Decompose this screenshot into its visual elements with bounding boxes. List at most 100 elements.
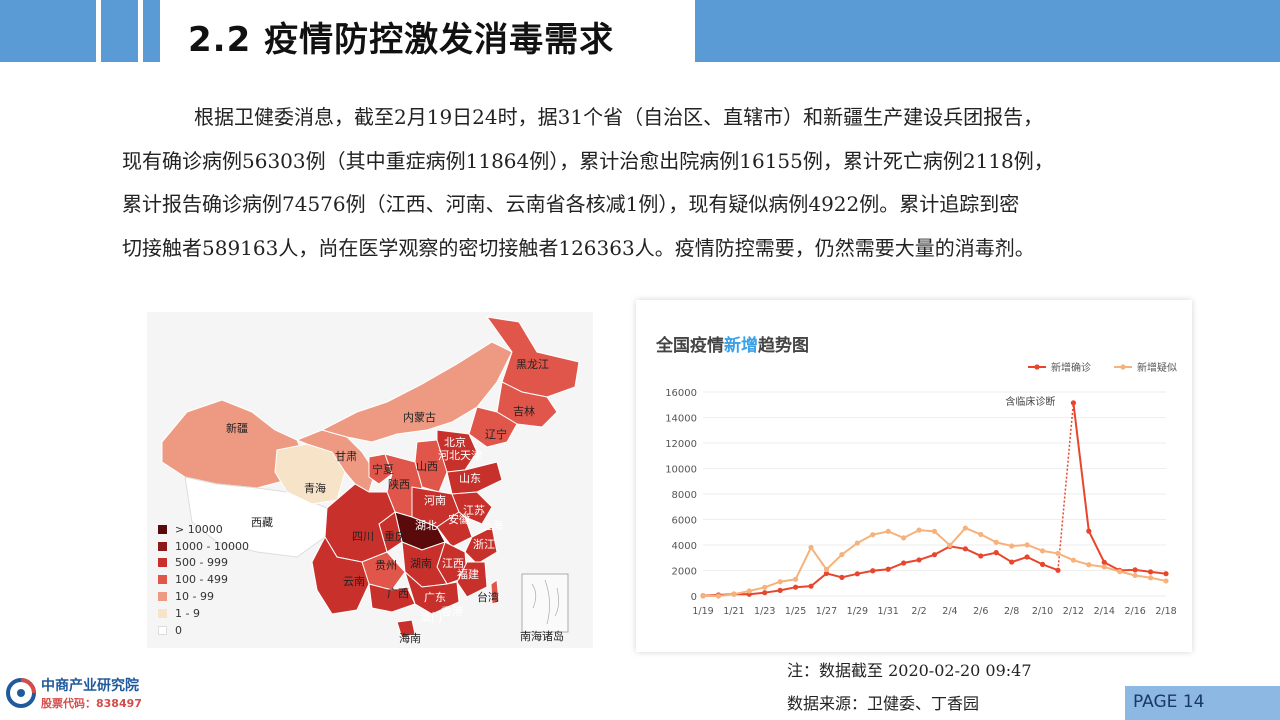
x-tick-label: 1/21 xyxy=(723,606,744,617)
y-tick-label: 6000 xyxy=(672,516,697,527)
suspected-point xyxy=(1117,568,1123,575)
x-tick-label: 1/31 xyxy=(878,606,899,617)
suspected-point xyxy=(1132,572,1138,579)
series-line-suspected xyxy=(703,526,1167,597)
map-region-guangdong xyxy=(403,570,460,615)
map-label: 青海 xyxy=(304,482,326,495)
x-tick-label: 1/19 xyxy=(692,606,713,617)
confirmed-point xyxy=(1086,528,1092,534)
suspected-point xyxy=(1147,575,1154,581)
map-label: 陕西 xyxy=(388,478,410,491)
legend-swatch xyxy=(158,575,167,585)
map-region-yunnan xyxy=(311,535,370,615)
legend-marker xyxy=(1120,364,1126,370)
confirmed-point xyxy=(1039,561,1046,567)
y-tick-label: 2000 xyxy=(672,567,697,578)
page-number: PAGE 14 xyxy=(1133,692,1205,712)
confirmed-point xyxy=(916,557,922,563)
suspected-point xyxy=(1070,557,1076,563)
suspected-point xyxy=(715,593,722,599)
x-tick-label: 1/25 xyxy=(785,606,806,617)
map-region-anhui xyxy=(436,511,473,548)
map-label: 南海诸岛 xyxy=(520,630,564,643)
paragraph-line: 累计报告确诊病例74576例（江西、河南、云南省各核减1例），现有疑似病例492… xyxy=(122,192,1020,216)
map-region-hainan xyxy=(396,619,416,639)
confirmed-point xyxy=(1132,567,1138,573)
suspected-point xyxy=(931,528,938,534)
map-label: 甘肃 xyxy=(335,450,357,463)
chart-title: 全国疫情新增趋势图 xyxy=(656,331,809,356)
y-tick-label: 8000 xyxy=(672,490,697,501)
legend-label: > 10000 xyxy=(175,522,223,536)
confirmed-point xyxy=(931,552,938,558)
confirmed-point xyxy=(1101,559,1107,565)
confirmed-point xyxy=(962,546,968,552)
stock-code: 股票代码：838497 xyxy=(41,697,142,710)
x-tick-label: 1/27 xyxy=(816,606,837,617)
map-label: 辽宁 xyxy=(485,428,507,441)
legend-label: 1000 - 10000 xyxy=(175,539,249,553)
suspected-point xyxy=(993,539,999,545)
legend-label: 0 xyxy=(175,623,182,637)
suspected-point xyxy=(731,591,737,597)
suspected-point xyxy=(978,531,984,538)
map-label: 上海 xyxy=(481,519,503,532)
map-label: 湖南 xyxy=(410,557,432,570)
map-label: 重庆 xyxy=(384,530,406,543)
map-label: 云南 xyxy=(343,575,365,588)
map-region-zhejiang xyxy=(464,526,498,565)
map-region-fujian xyxy=(456,561,488,598)
x-tick-label: 2/4 xyxy=(942,606,957,617)
company-logo: 中商产业研究院 股票代码：838497 xyxy=(6,675,166,715)
map-region-heilongjiang xyxy=(485,316,580,398)
map-label: 香港 xyxy=(441,605,463,618)
legend-swatch xyxy=(158,541,167,551)
suspected-point xyxy=(1055,550,1061,557)
header-block xyxy=(101,0,138,62)
map-label: 安徽 xyxy=(448,513,470,526)
paragraph-line: 根据卫健委消息，截至2月19日24时，据31个省（自治区、直辖市）和新疆生产建设… xyxy=(194,105,1044,129)
map-region-taiwan xyxy=(490,579,500,605)
suspected-point xyxy=(901,535,907,541)
legend-label: 新增疑似 xyxy=(1137,361,1177,374)
chart-title-suffix: 趋势图 xyxy=(758,336,809,356)
map-region-ningxia xyxy=(368,453,393,485)
y-tick-label: 12000 xyxy=(665,439,697,450)
map-label: 山东 xyxy=(459,472,481,485)
legend-label: 10 - 99 xyxy=(175,590,214,604)
legend-item: > 10000 xyxy=(158,521,249,538)
y-tick-label: 10000 xyxy=(665,465,697,476)
series-dotted-jump xyxy=(1057,402,1075,571)
suspected-point xyxy=(885,528,891,534)
suspected-point xyxy=(962,525,968,531)
confirmed-point xyxy=(839,574,845,580)
legend-item: 100 - 499 xyxy=(158,571,249,588)
confirmed-point xyxy=(1055,567,1061,573)
x-tick-label: 2/6 xyxy=(973,606,988,617)
suspected-point xyxy=(1163,578,1169,584)
x-tick-label: 2/10 xyxy=(1032,606,1053,617)
confirmed-point xyxy=(1147,569,1154,575)
map-label: 广东 xyxy=(424,591,446,604)
legend-label: 新增确诊 xyxy=(1051,361,1091,374)
x-tick-label: 2/2 xyxy=(911,606,926,617)
suspected-point xyxy=(916,527,922,533)
chart-title-prefix: 全国疫情 xyxy=(656,336,724,356)
legend-swatch xyxy=(158,592,167,602)
map-label: 澳门 xyxy=(420,611,442,624)
legend-item: 0 xyxy=(158,622,249,639)
legend-label: 1 - 9 xyxy=(175,606,200,620)
suspected-point xyxy=(808,544,814,551)
map-label: 浙江 xyxy=(473,538,495,551)
map-label: 台湾 xyxy=(477,591,499,604)
x-tick-label: 2/12 xyxy=(1063,606,1084,617)
confirmed-point xyxy=(854,571,860,577)
map-label: 贵州 xyxy=(375,559,397,572)
map-label: 河北 xyxy=(438,449,460,462)
confirmed-point xyxy=(762,590,768,596)
legend-swatch xyxy=(158,625,167,635)
map-label: 福建 xyxy=(457,568,479,581)
suspected-point xyxy=(1101,564,1107,570)
confirmed-point xyxy=(993,550,999,556)
legend-item: 1 - 9 xyxy=(158,605,249,622)
